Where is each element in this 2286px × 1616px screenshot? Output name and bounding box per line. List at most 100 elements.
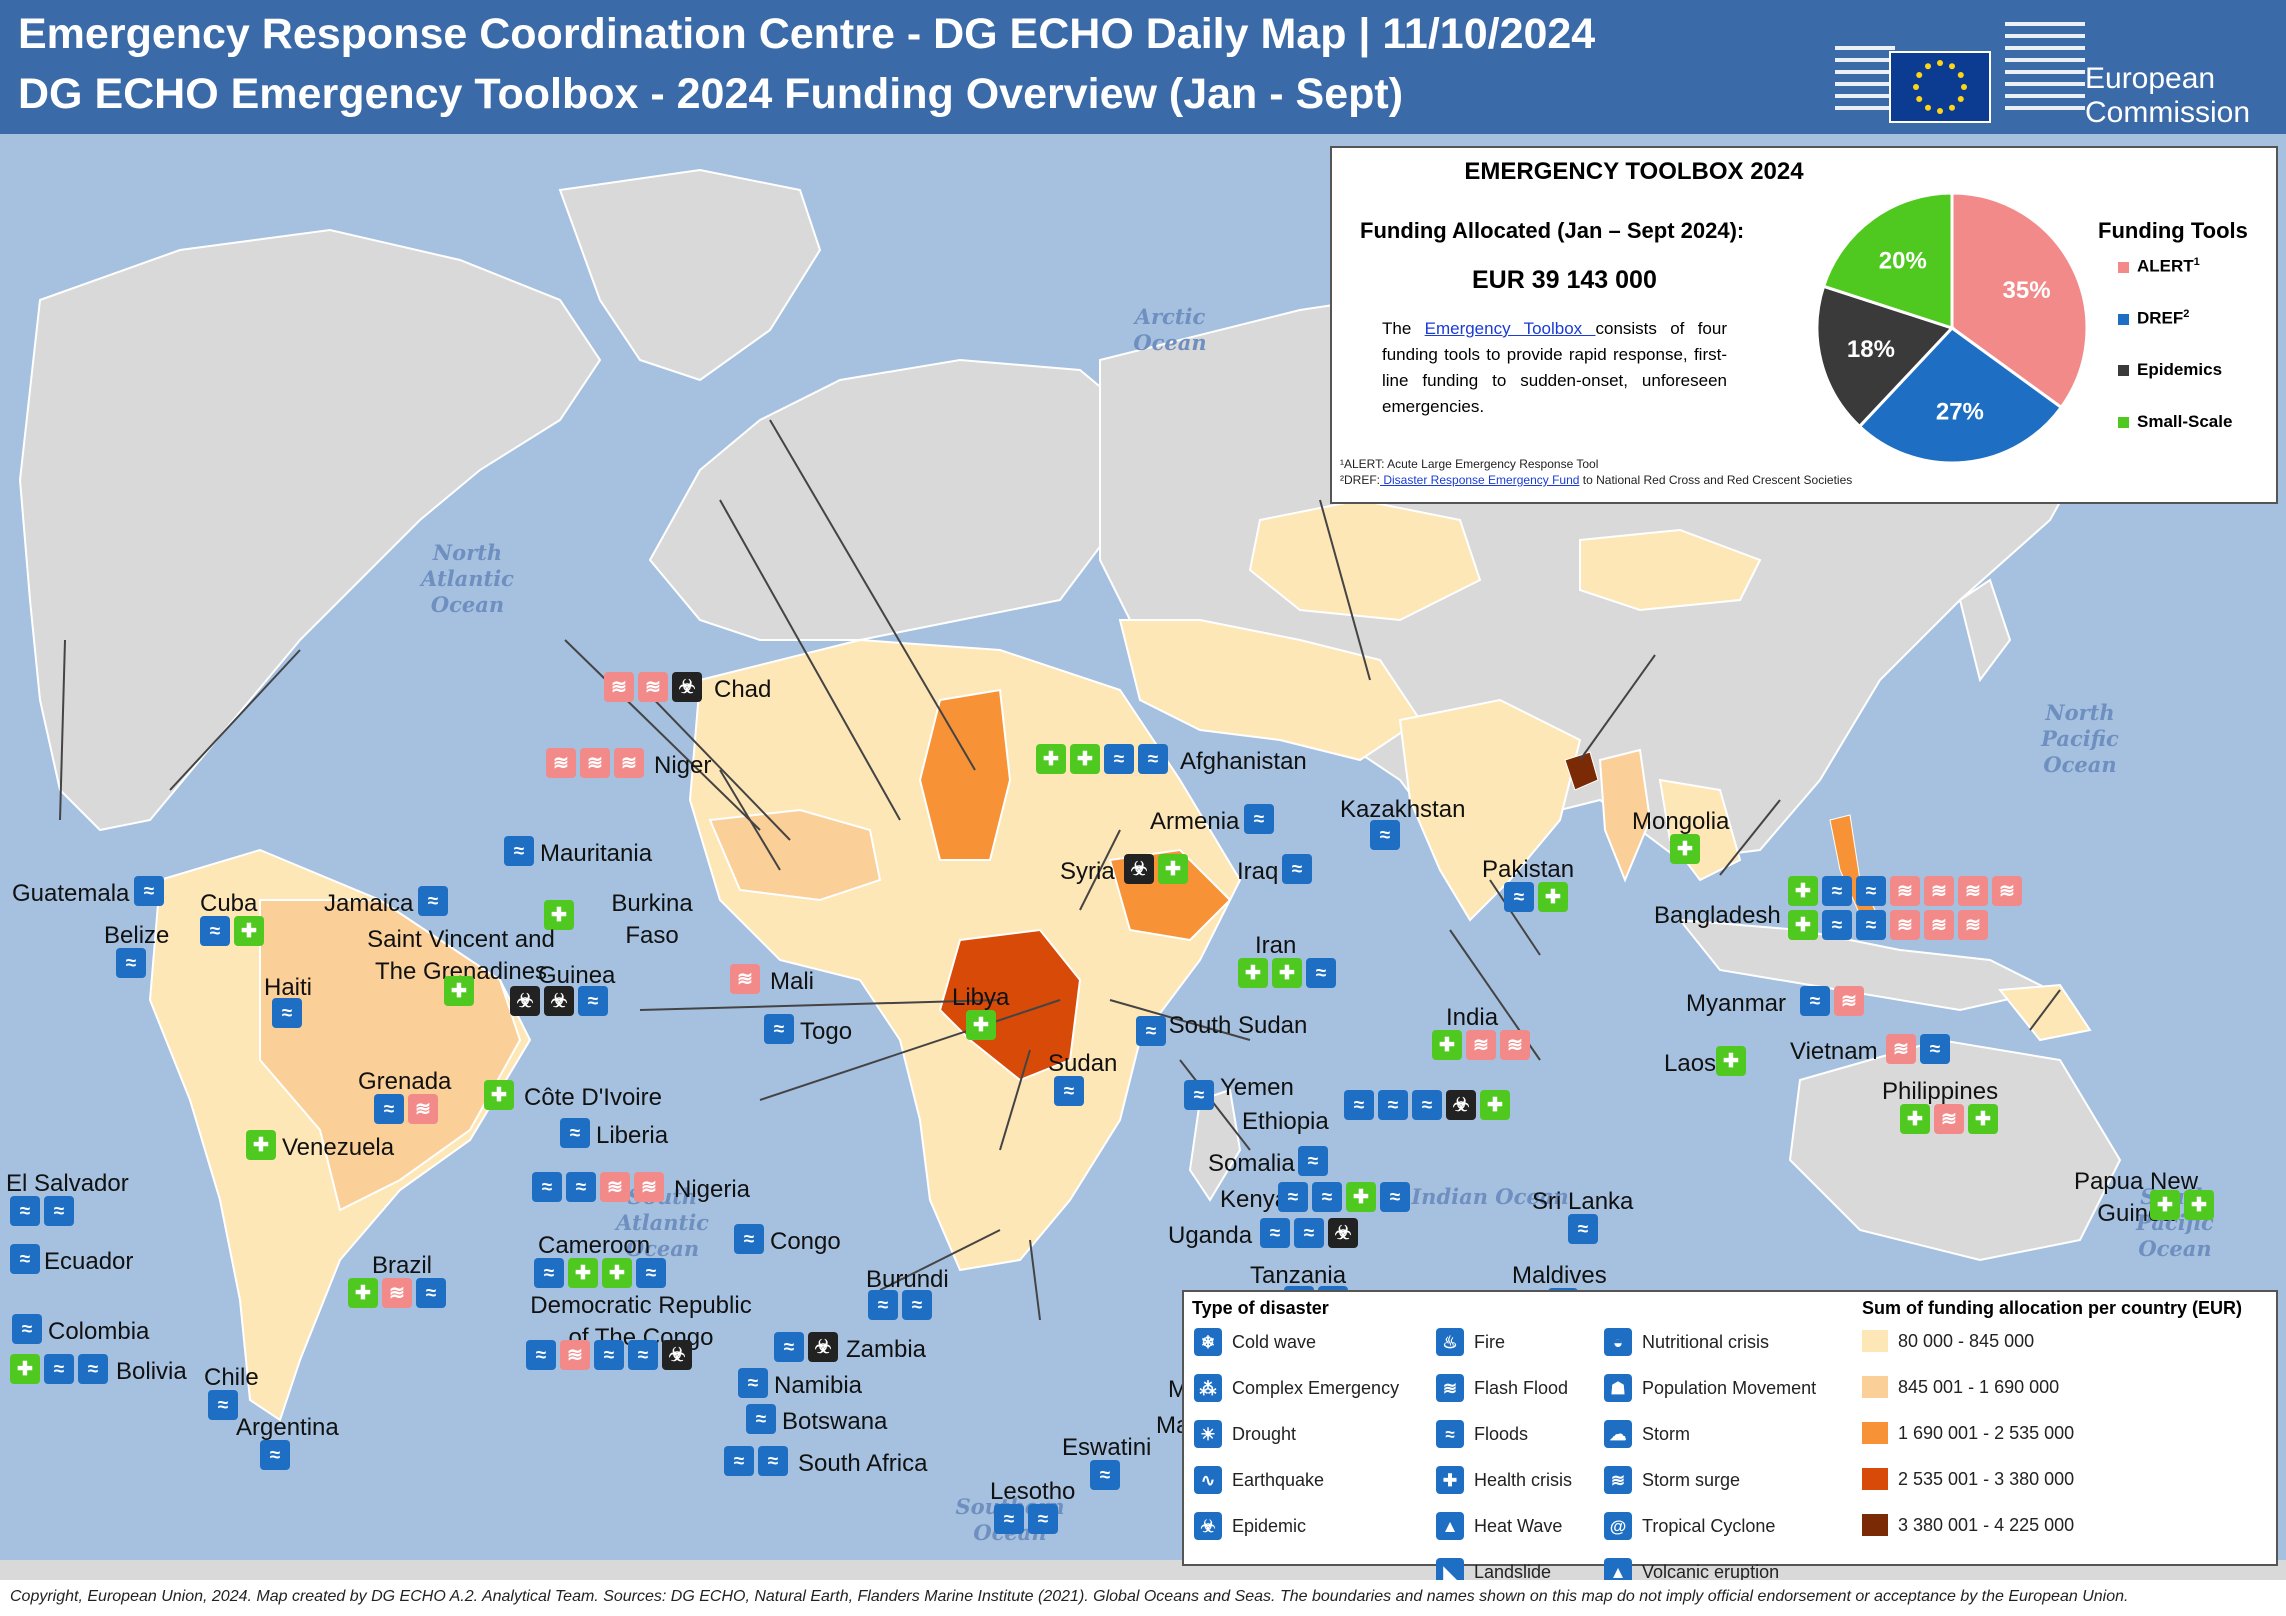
pie-slice-alert — [1950, 191, 2089, 410]
funding-amount: EUR 39 143 000 — [1472, 266, 1657, 294]
ocean-label-arctic: Arctic Ocean — [1133, 304, 1207, 355]
dref-funding-icon: ≈ — [1054, 1076, 1084, 1106]
small-funding-icon: ✚ — [1968, 1104, 1998, 1134]
funding-class-swatch — [1862, 1376, 1888, 1398]
small-funding-icon: ✚ — [966, 1010, 996, 1040]
epi-funding-icon: ☣ — [1446, 1090, 1476, 1120]
country-label-congo: Congo — [770, 1228, 841, 1255]
dref-funding-icon: ≈ — [868, 1290, 898, 1320]
country-icons-vietnam: ≋ ≈ — [1886, 1034, 1950, 1064]
legend-disaster-label: Landslide — [1474, 1561, 1552, 1582]
alert-funding-icon: ≋ — [1924, 876, 1954, 906]
dref-funding-icon: ≈ — [116, 948, 146, 978]
land-se-asia — [1658, 778, 1742, 882]
country-label-ecuador: Ecuador — [44, 1248, 134, 1275]
dref-funding-icon: ≈ — [1822, 910, 1852, 940]
legend-disaster-complex-emergency: ⁂ Complex Emergency — [1194, 1374, 1399, 1402]
country-label-south-sudan: South Sudan — [1168, 1012, 1308, 1039]
dref-funding-icon: ≈ — [738, 1368, 768, 1398]
dref-funding-icon: ≈ — [994, 1504, 1024, 1534]
tropical-cyclone-icon: @ — [1604, 1512, 1632, 1540]
tool-label: ALERT — [2137, 256, 2194, 276]
funding-pie-chart: 35% 27% 18% 20% — [1815, 191, 2089, 465]
tool-swatch — [2118, 417, 2129, 429]
country-icons-eswatini: ≈ — [1090, 1460, 1120, 1490]
dref-funding-icon: ≈ — [1800, 986, 1830, 1016]
alert-funding-icon: ≋ — [634, 1172, 664, 1202]
funding-class-swatch — [1862, 1330, 1888, 1352]
country-label-ethiopia: Ethiopia — [1242, 1108, 1329, 1135]
legend-funding-class: 2 535 001 - 3 380 000 — [1862, 1468, 2074, 1490]
legend-disaster-label: Health crisis — [1474, 1469, 1573, 1490]
small-funding-icon: ✚ — [602, 1258, 632, 1288]
country-icons-guatemala: ≈ — [134, 876, 164, 906]
pie-slice-epidemics — [1815, 284, 1955, 429]
legend-disaster-floods: ≈ Floods — [1436, 1420, 1528, 1448]
small-funding-icon: ✚ — [1238, 958, 1268, 988]
dref-funding-icon: ≈ — [1278, 1182, 1308, 1212]
small-funding-icon: ✚ — [1070, 744, 1100, 774]
funding-class-swatch — [1862, 1422, 1888, 1444]
alert-funding-icon: ≋ — [1500, 1030, 1530, 1060]
dref-funding-icon: ≈ — [260, 1440, 290, 1470]
country-icons-sri-lanka: ≈ — [1568, 1214, 1598, 1244]
legend-disaster-label: Nutritional crisis — [1642, 1331, 1770, 1352]
european-commission-logo — [1835, 22, 2085, 123]
dref-funding-icon: ≈ — [534, 1258, 564, 1288]
alert-funding-icon: ≋ — [1890, 910, 1920, 940]
dref-funding-icon: ≈ — [44, 1354, 74, 1384]
country-label-guinea: Guinea — [538, 962, 616, 989]
country-label-el-salvador: El Salvador — [6, 1170, 129, 1197]
dref-funding-icon: ≈ — [1282, 854, 1312, 884]
country-icons-lesotho: ≈ ≈ — [994, 1504, 1058, 1534]
country-icons-armenia: ≈ — [1244, 804, 1274, 834]
small-funding-icon: ✚ — [1670, 834, 1700, 864]
dref-link[interactable]: Disaster Response Emergency Fund — [1380, 473, 1580, 487]
legend-disaster-drought: ☀ Drought — [1194, 1420, 1296, 1448]
dref-funding-icon: ≈ — [532, 1172, 562, 1202]
country-label-chile: Chile — [204, 1364, 259, 1391]
country-icons-liberia: ≈ — [560, 1118, 590, 1148]
country-label-democratic-republic-of-the-congo: Democratic Republic of The Congo — [530, 1292, 752, 1351]
pie-slice-dref — [1857, 326, 2064, 465]
country-icons-philippines: ✚ ≋ ✚ — [1900, 1104, 1998, 1134]
panel-description: The Emergency Toolbox consists of four f… — [1382, 319, 1727, 416]
dref-funding-icon: ≈ — [1138, 744, 1168, 774]
small-funding-icon: ✚ — [544, 900, 574, 930]
alert-funding-icon: ≋ — [1958, 876, 1988, 906]
emergency-toolbox-link[interactable]: Emergency Toolbox — [1424, 319, 1596, 338]
funding-class-swatch — [1862, 1468, 1888, 1490]
dref-funding-icon: ≈ — [1822, 876, 1852, 906]
dref-funding-icon: ≈ — [1104, 744, 1134, 774]
country-label-nigeria: Nigeria — [674, 1176, 751, 1203]
epi-funding-icon: ☣ — [1124, 854, 1154, 884]
heat-wave-icon: ▲ — [1436, 1512, 1464, 1540]
country-label-colombia: Colombia — [48, 1318, 150, 1345]
legend-disaster-label: Earthquake — [1232, 1469, 1325, 1490]
dref-funding-icon: ≈ — [566, 1172, 596, 1202]
country-icons-yemen: ≈ — [1184, 1080, 1214, 1110]
cold-wave-icon: ❄ — [1194, 1328, 1222, 1356]
legend-disaster-label: Complex Emergency — [1232, 1377, 1400, 1398]
land-north-america — [18, 228, 602, 832]
country-icons-pakistan: ≈ ✚ — [1504, 882, 1568, 912]
country-label-niger: Niger — [654, 752, 712, 779]
country-label-sudan: Sudan — [1048, 1050, 1118, 1077]
small-funding-icon: ✚ — [1788, 910, 1818, 940]
small-funding-icon: ✚ — [1432, 1030, 1462, 1060]
tool-footnote-marker: 1 — [2193, 256, 2200, 268]
alert-funding-icon: ≋ — [638, 672, 668, 702]
country-label-myanmar: Myanmar — [1686, 990, 1787, 1017]
country-icons-india: ✚ ≋ ≋ — [1432, 1030, 1530, 1060]
country-label-maldives: Maldives — [1512, 1262, 1607, 1289]
legend-disaster-cold-wave: ❄ Cold wave — [1194, 1328, 1316, 1356]
legend-disaster-storm-surge: ≋ Storm surge — [1604, 1466, 1740, 1494]
dref-funding-icon: ≈ — [1504, 882, 1534, 912]
legend-disaster-label: Floods — [1474, 1423, 1529, 1444]
land-png — [1998, 983, 2092, 1042]
land-middle-east — [1118, 619, 1422, 762]
funding-class-swatch — [1862, 1514, 1888, 1536]
small-funding-icon: ✚ — [1272, 958, 1302, 988]
country-label-c-te-d-ivoire: Côte D'Ivoire — [524, 1084, 662, 1111]
ocean-label-north-pacific: North Pacific Ocean — [2041, 700, 2119, 777]
